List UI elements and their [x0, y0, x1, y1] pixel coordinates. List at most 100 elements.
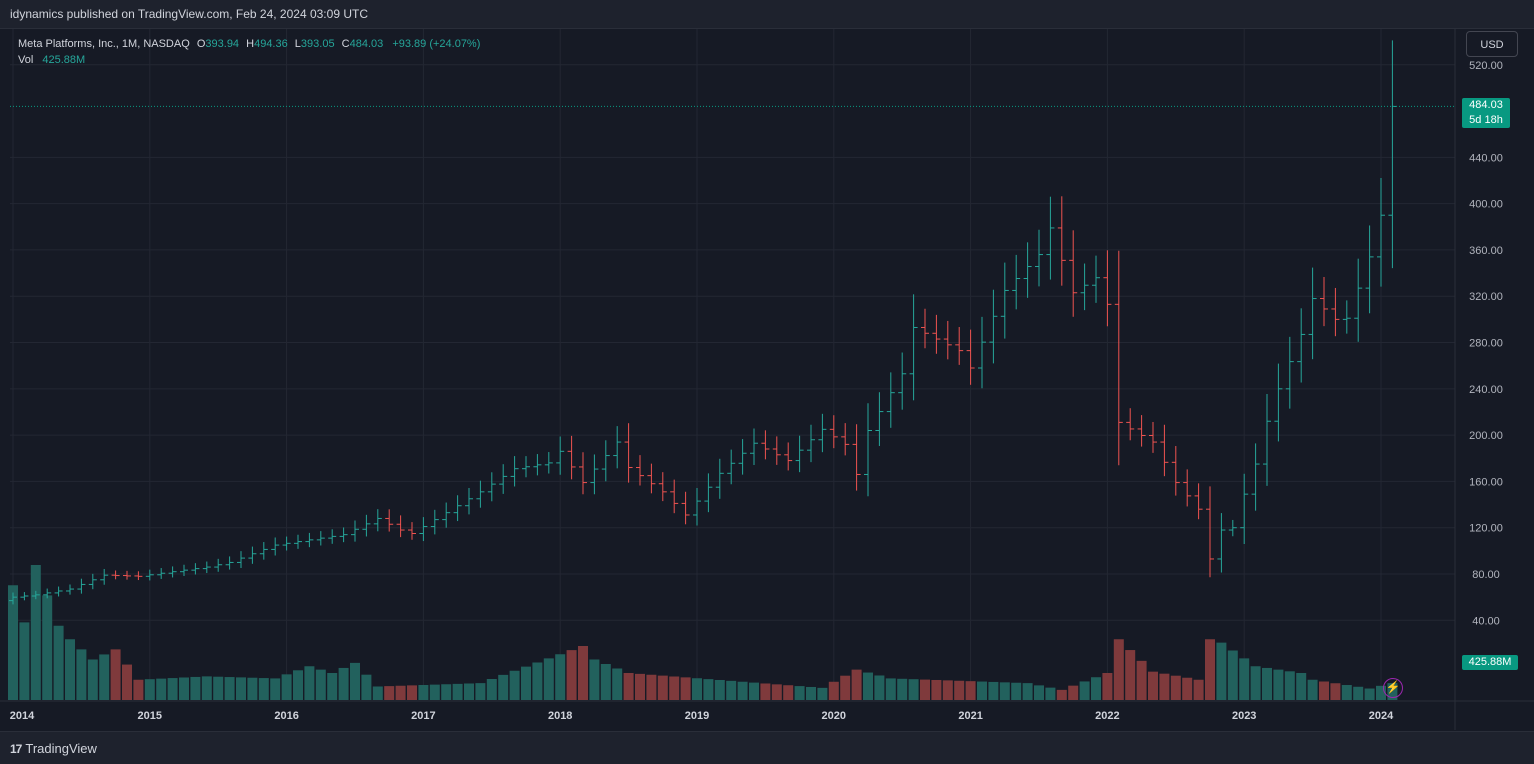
- volume-bar: [464, 683, 474, 700]
- volume-bar: [1193, 679, 1204, 700]
- volume-bar: [1330, 683, 1341, 700]
- volume-bar: [315, 669, 326, 700]
- volume-bar: [1205, 639, 1215, 700]
- volume-bar: [589, 659, 600, 700]
- close-value: 484.03: [349, 38, 384, 50]
- volume-label[interactable]: Vol: [18, 54, 34, 66]
- volume-bar: [874, 675, 885, 700]
- volume-bar: [87, 659, 98, 700]
- volume-bar: [304, 666, 315, 700]
- volume-bar: [247, 677, 258, 700]
- volume-bar: [1125, 650, 1136, 700]
- volume-bar: [327, 673, 338, 700]
- volume-bar: [19, 622, 30, 700]
- volume-bar: [543, 658, 554, 700]
- volume-bar: [908, 679, 919, 700]
- volume-bar: [99, 654, 110, 700]
- volume-bar: [338, 667, 349, 700]
- tradingview-logo-icon: 17: [10, 742, 22, 756]
- volume-bar: [156, 678, 167, 700]
- volume-bar: [350, 662, 360, 700]
- volume-bar: [988, 681, 999, 700]
- volume-bar: [201, 676, 212, 700]
- volume-price-label: 425.88M: [1462, 655, 1518, 670]
- volume-bar: [532, 662, 543, 700]
- y-tick-label: 320.00: [1469, 291, 1503, 303]
- x-tick-label: 2022: [1095, 710, 1119, 722]
- volume-bar: [8, 585, 18, 700]
- volume-bar: [669, 676, 680, 700]
- volume-bar: [1216, 642, 1227, 700]
- volume-bar: [623, 673, 634, 700]
- symbol-title[interactable]: Meta Platforms, Inc., 1M, NASDAQ: [18, 38, 190, 50]
- tradingview-logo[interactable]: 17 TradingView: [10, 741, 97, 756]
- x-tick-label: 2019: [685, 710, 709, 722]
- lightning-bolt-icon[interactable]: ⚡: [1383, 678, 1403, 698]
- volume-bar: [566, 650, 577, 700]
- volume-bar: [1102, 673, 1113, 700]
- open-value: 393.94: [205, 38, 240, 50]
- volume-bar: [703, 679, 714, 700]
- x-tick-label: 2021: [958, 710, 982, 722]
- x-tick-label: 2018: [548, 710, 572, 722]
- volume-bar: [1319, 681, 1329, 700]
- volume-bar: [612, 668, 623, 700]
- volume-bar: [1239, 658, 1250, 700]
- volume-bar: [475, 683, 486, 700]
- volume-bar: [578, 646, 588, 700]
- last-price-label: 484.03 5d 18h: [1462, 98, 1510, 128]
- volume-bar: [1170, 675, 1181, 700]
- volume-bar: [954, 680, 965, 700]
- volume-bar: [1045, 687, 1056, 700]
- bar-countdown: 5d 18h: [1469, 114, 1503, 126]
- volume-bar: [897, 678, 908, 700]
- volume-bar: [977, 681, 987, 700]
- volume-bar: [635, 673, 645, 700]
- volume-bar: [486, 679, 497, 700]
- volume-bar: [646, 674, 657, 700]
- volume-bar: [224, 677, 235, 700]
- x-tick-label: 2014: [10, 710, 35, 722]
- volume-bar: [1113, 639, 1124, 700]
- x-tick-label: 2024: [1369, 710, 1394, 722]
- y-tick-label: 160.00: [1469, 476, 1503, 488]
- y-tick-label: 520.00: [1469, 60, 1503, 72]
- last-price-value: 484.03: [1469, 99, 1503, 111]
- published-text: idynamics published on TradingView.com, …: [10, 7, 368, 21]
- volume-bar: [429, 684, 440, 700]
- volume-bar: [509, 670, 520, 700]
- volume-bar: [110, 649, 121, 700]
- volume-bar: [133, 679, 144, 700]
- volume-bar: [1056, 689, 1067, 700]
- x-tick-label: 2017: [411, 710, 435, 722]
- volume-bar: [783, 685, 794, 700]
- volume-bar: [407, 685, 417, 700]
- volume-bar: [361, 674, 372, 700]
- volume-bar: [1068, 685, 1079, 700]
- volume-value: 425.88M: [42, 54, 86, 66]
- volume-bar: [555, 654, 566, 700]
- brand-name: TradingView: [25, 741, 97, 756]
- volume-bar: [441, 684, 452, 700]
- volume-bar: [1273, 669, 1284, 700]
- volume-bar: [179, 677, 189, 700]
- x-tick-label: 2015: [138, 710, 162, 722]
- volume-bar: [1296, 673, 1307, 700]
- volume-bar: [418, 685, 429, 700]
- y-tick-label: 200.00: [1469, 430, 1503, 442]
- chart-legend: Meta Platforms, Inc., 1M, NASDAQ O393.94…: [18, 36, 480, 68]
- y-tick-label: 120.00: [1469, 523, 1503, 535]
- volume-bar: [53, 625, 64, 700]
- currency-button[interactable]: USD: [1466, 31, 1518, 57]
- volume-bar: [1091, 677, 1101, 700]
- volume-bar: [794, 686, 805, 700]
- volume-bar: [1284, 671, 1295, 700]
- volume-bar: [942, 680, 953, 700]
- volume-bar: [1182, 677, 1193, 700]
- y-tick-label: 280.00: [1469, 338, 1503, 350]
- volume-bar: [236, 677, 246, 700]
- volume-bar: [828, 681, 839, 700]
- high-label: H: [246, 38, 255, 50]
- volume-bar: [30, 565, 41, 700]
